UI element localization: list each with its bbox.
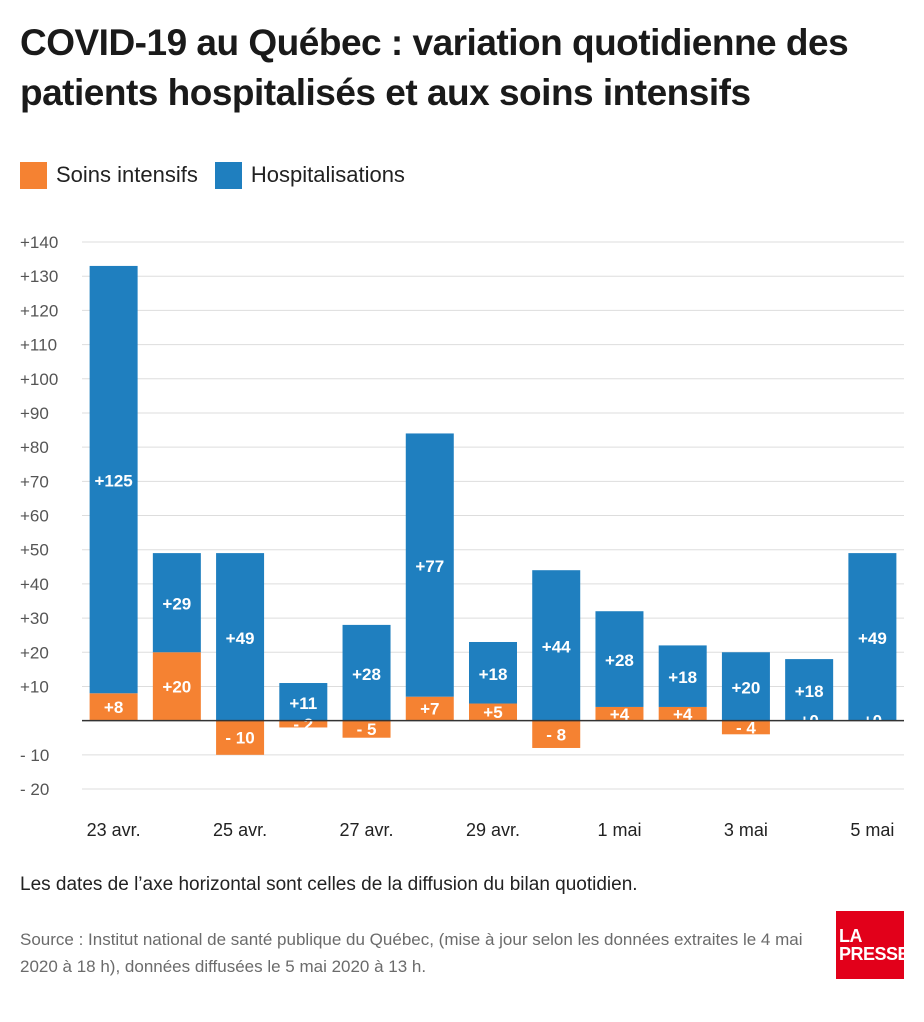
y-tick-label: +40 [20,575,49,594]
legend-swatch-hospital [214,161,242,189]
y-tick-label: +30 [20,609,49,628]
y-tick-label: +110 [20,336,57,355]
y-tick-label: - 20 [20,780,49,799]
data-label-intensive: +4 [673,705,693,724]
data-label-intensive: - 8 [546,725,566,744]
y-tick-label: +20 [20,643,49,662]
data-label-hospital: +49 [226,629,255,648]
bar-hospital [721,652,770,721]
y-tick-label: +50 [20,541,49,560]
chart-title: COVID-19 au Québec : variation quotidien… [20,22,849,113]
bar-intensive [152,652,201,721]
data-label-hospital: +18 [479,665,508,684]
x-tick-label: 3 mai [724,820,768,840]
legend: Soins intensifs Hospitalisations [20,160,422,190]
y-tick-label: +70 [20,472,49,491]
bar-intensive [89,693,138,721]
bar-hospital [848,553,897,721]
logo-line-1: LA [839,926,863,946]
bar-intensive [658,706,707,721]
bar-hospital [342,624,391,721]
data-label-intensive: +5 [483,703,502,722]
data-label-hospital: +77 [415,557,444,576]
bar-intensive [279,720,328,728]
y-tick-label: +60 [20,507,49,526]
data-label-hospital: +44 [542,637,571,656]
bar-chart: - 20 - 10 +10 +20 +30 +40 +50 +60 +70 +80 +90 +100 +… [20,233,904,840]
data-label-hospital: +20 [732,678,761,697]
x-tick-label: 23 avr. [87,820,141,840]
bar-intensive [532,720,581,748]
y-tick-label: +130 [20,267,58,286]
legend-item-intensive: Soins intensifs [20,161,198,189]
y-tick-label: +120 [20,301,58,320]
bar-hospital [595,611,644,707]
data-label-hospital: +28 [352,665,381,684]
bar-intensive [342,720,391,738]
y-tick-label: - 10 [20,746,49,765]
data-label-hospital: +29 [162,595,191,614]
data-label-intensive: +20 [162,677,191,696]
data-label-hospital: +49 [858,629,887,648]
data-label-intensive: +8 [104,698,123,717]
bar-hospital [785,659,834,721]
y-tick-label: +100 [20,370,58,389]
legend-item-hospital: Hospitalisations [214,161,405,189]
source-text: Source : Institut national de santé publ… [20,930,803,976]
bar-hospital [405,433,454,697]
bar-hospital [216,553,265,721]
la-presse-logo: LA PRESSE [836,911,910,979]
bar-intensive [469,703,517,721]
data-label-hospital: +18 [795,682,824,701]
data-label-intensive: - 2 [293,715,313,734]
y-tick-label: +140 [20,233,58,252]
data-label-hospital: +11 [289,694,317,713]
data-label-hospital: +28 [605,651,634,670]
x-tick-label: 29 avr. [466,820,520,840]
data-label-intensive: +4 [610,705,630,724]
data-label-hospital: +18 [668,668,697,687]
x-tick-label: 25 avr. [213,820,267,840]
bar-hospital [89,265,138,694]
bar-hospital [152,553,201,653]
y-tick-label: +80 [20,438,49,457]
bar-intensive [595,706,644,721]
legend-swatch-intensive [20,161,47,189]
x-tick-label: 1 mai [597,820,641,840]
data-label-intensive: - 4 [736,718,756,737]
bar-intensive [216,720,265,755]
bar-hospital [532,570,581,721]
bar-hospital [279,683,328,721]
legend-label-hospital: Hospitalisations [250,162,405,187]
bar-hospital [469,641,517,704]
bar-intensive [721,720,770,735]
logo-line-2: PRESSE [839,944,910,964]
y-tick-label: +90 [20,404,49,423]
bar-intensive [405,696,454,721]
data-label-hospital: +125 [94,472,132,491]
data-label-intensive: +7 [420,700,439,719]
axis-note: Les dates de l’axe horizontal sont celle… [20,874,638,895]
data-label-intensive: - 5 [357,720,377,739]
data-label-intensive: - 10 [225,729,254,748]
y-tick-label: +10 [20,677,49,696]
x-tick-label: 5 mai [850,820,894,840]
x-tick-label: 27 avr. [340,820,394,840]
bar-hospital [658,645,707,707]
legend-label-intensive: Soins intensifs [56,162,198,187]
